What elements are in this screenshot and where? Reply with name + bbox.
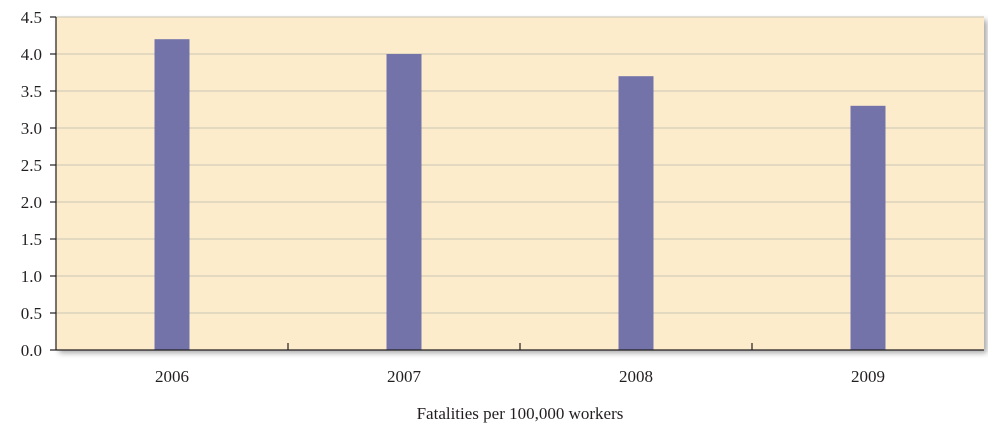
x-axis-title: Fatalities per 100,000 workers <box>417 404 624 423</box>
bar-2006 <box>154 39 190 350</box>
plot-area <box>56 17 984 350</box>
y-tick-label-0.5: 0.5 <box>21 304 42 323</box>
bar-2009 <box>850 105 886 350</box>
y-tick-label-2.0: 2.0 <box>21 193 42 212</box>
x-tick-label-2007: 2007 <box>387 367 422 386</box>
y-tick-label-4.5: 4.5 <box>21 8 42 27</box>
y-axis-ticks: 0.0 0.5 1.0 1.5 2.0 2.5 3.0 3.5 4.0 4.5 <box>21 8 56 360</box>
gridlines <box>56 16 984 314</box>
y-tick-label-2.5: 2.5 <box>21 156 42 175</box>
x-tick-label-2006: 2006 <box>155 367 189 386</box>
x-tick-label-2008: 2008 <box>619 367 653 386</box>
y-tick-label-3.5: 3.5 <box>21 82 42 101</box>
bars <box>154 39 886 350</box>
y-tick-label-3.0: 3.0 <box>21 119 42 138</box>
x-axis-ticks: 2006 2007 2008 2009 <box>155 343 885 386</box>
bar-2008 <box>618 76 654 350</box>
y-tick-label-4.0: 4.0 <box>21 45 42 64</box>
y-tick-label-1.5: 1.5 <box>21 230 42 249</box>
y-tick-label-0.0: 0.0 <box>21 341 42 360</box>
y-tick-label-1.0: 1.0 <box>21 267 42 286</box>
x-tick-label-2009: 2009 <box>851 367 885 386</box>
bar-2007 <box>386 54 422 350</box>
